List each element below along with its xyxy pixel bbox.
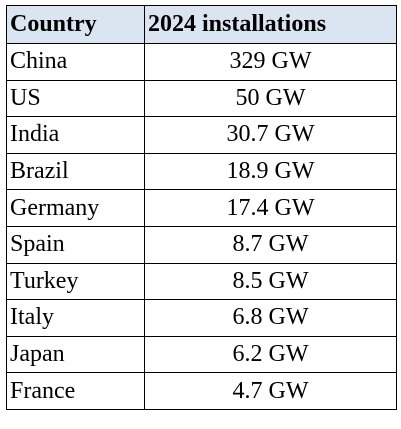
installations-cell: 329 GW	[144, 43, 397, 81]
table-row: Turkey 8.5 GW	[6, 262, 397, 301]
header-row: Country 2024 installations	[6, 5, 397, 44]
country-cell: Spain	[6, 225, 145, 264]
country-cell: France	[6, 372, 145, 410]
table-row: Japan 6.2 GW	[6, 335, 397, 374]
country-cell: Italy	[6, 299, 145, 337]
header-installations: 2024 installations	[144, 5, 397, 44]
table-row: France 4.7 GW	[6, 372, 397, 410]
installations-cell: 6.8 GW	[144, 299, 397, 337]
installations-cell: 30.7 GW	[144, 116, 397, 154]
table-row: Spain 8.7 GW	[6, 225, 397, 264]
installations-cell: 6.2 GW	[144, 335, 397, 374]
table-header: Country 2024 installations	[6, 5, 397, 44]
installations-cell: 8.5 GW	[144, 262, 397, 301]
table-body: China 329 GW US 50 GW India 30.7 GW Braz…	[6, 43, 397, 410]
table-row: US 50 GW	[6, 79, 397, 118]
table-row: China 329 GW	[6, 43, 397, 81]
country-cell: Germany	[6, 189, 145, 227]
installations-cell: 50 GW	[144, 79, 397, 118]
installations-table-container: Country 2024 installations China 329 GW …	[6, 5, 397, 410]
installations-cell: 4.7 GW	[144, 372, 397, 410]
country-cell: India	[6, 116, 145, 154]
country-cell: Turkey	[6, 262, 145, 301]
country-cell: China	[6, 43, 145, 81]
table-row: Germany 17.4 GW	[6, 189, 397, 227]
installations-table: Country 2024 installations China 329 GW …	[6, 5, 397, 410]
country-cell: Brazil	[6, 152, 145, 191]
header-country: Country	[6, 5, 145, 44]
installations-cell: 18.9 GW	[144, 152, 397, 191]
installations-cell: 8.7 GW	[144, 225, 397, 264]
country-cell: US	[6, 79, 145, 118]
table-row: Brazil 18.9 GW	[6, 152, 397, 191]
country-cell: Japan	[6, 335, 145, 374]
table-row: India 30.7 GW	[6, 116, 397, 154]
installations-cell: 17.4 GW	[144, 189, 397, 227]
table-row: Italy 6.8 GW	[6, 299, 397, 337]
